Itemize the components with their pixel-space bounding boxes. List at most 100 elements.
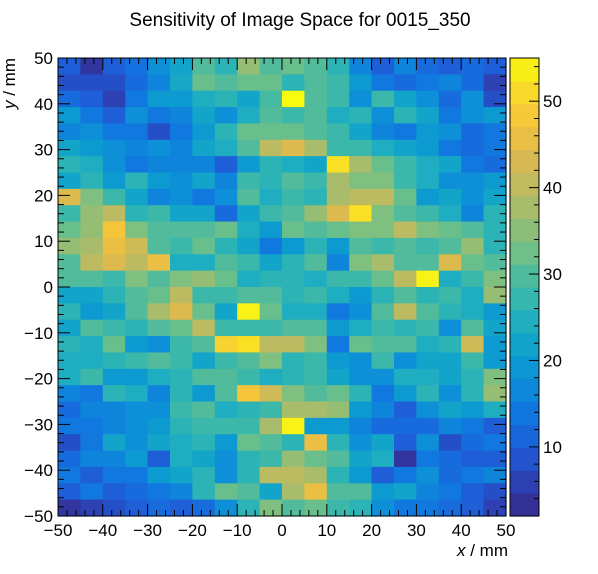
heatmap-cell bbox=[102, 450, 126, 468]
heatmap-cell bbox=[125, 319, 149, 337]
heatmap-cell bbox=[461, 107, 485, 125]
heatmap-cell bbox=[349, 123, 373, 141]
heatmap-cell bbox=[394, 401, 417, 419]
heatmap-cell bbox=[483, 352, 507, 370]
colorbar-band bbox=[510, 195, 539, 219]
heatmap-cell bbox=[371, 188, 395, 206]
heatmap-cell bbox=[147, 156, 171, 174]
heatmap-cell bbox=[394, 499, 417, 517]
heatmap-cell bbox=[394, 303, 417, 321]
heatmap-cell bbox=[461, 352, 485, 370]
heatmap-cell bbox=[58, 156, 81, 174]
heatmap-cell bbox=[214, 352, 238, 370]
heatmap-cell bbox=[192, 221, 216, 239]
heatmap-cell bbox=[461, 237, 485, 255]
colorbar bbox=[510, 58, 539, 517]
heatmap-cell bbox=[80, 270, 104, 288]
heatmap-cell bbox=[483, 237, 507, 255]
heatmap-cell bbox=[326, 254, 350, 272]
heatmap-cell bbox=[192, 107, 216, 125]
heatmap-cell bbox=[237, 270, 261, 288]
heatmap-cell bbox=[58, 107, 81, 125]
heatmap-cell bbox=[461, 156, 485, 174]
heatmap-cell bbox=[170, 107, 193, 125]
heatmap-cell bbox=[349, 319, 373, 337]
heatmap-cell bbox=[483, 499, 507, 517]
heatmap-cell bbox=[483, 188, 507, 206]
heatmap-cell bbox=[80, 107, 104, 125]
colorbar-band bbox=[510, 103, 539, 128]
heatmap-cell bbox=[371, 368, 395, 386]
heatmap-cell bbox=[326, 385, 350, 403]
heatmap-cell bbox=[125, 254, 149, 272]
heatmap-cell bbox=[349, 336, 373, 354]
heatmap-cell bbox=[282, 237, 305, 255]
colorbar-band bbox=[510, 264, 539, 288]
heatmap-cell bbox=[102, 237, 126, 255]
heatmap-cell bbox=[80, 237, 104, 255]
heatmap-cell bbox=[80, 123, 104, 141]
heatmap-cell bbox=[461, 368, 485, 386]
heatmap-cell bbox=[282, 123, 305, 141]
heatmap-cell bbox=[102, 319, 126, 337]
heatmap-cell bbox=[461, 123, 485, 141]
heatmap-cell bbox=[214, 58, 238, 75]
heatmap-cell bbox=[237, 139, 261, 157]
heatmap-cell bbox=[394, 385, 417, 403]
heatmap-cell bbox=[326, 499, 350, 517]
heatmap-cell bbox=[394, 368, 417, 386]
colorbar-band bbox=[510, 355, 539, 380]
heatmap-cell bbox=[304, 319, 328, 337]
heatmap-cell bbox=[214, 385, 238, 403]
heatmap-cell bbox=[461, 270, 485, 288]
heatmap-cell bbox=[461, 434, 485, 452]
heatmap-cell bbox=[394, 352, 417, 370]
colorbar-frame bbox=[509, 57, 540, 517]
heatmap-cell bbox=[416, 450, 440, 468]
heatmap-cell bbox=[237, 205, 261, 223]
heatmap-cell bbox=[483, 385, 507, 403]
heatmap-cell bbox=[416, 123, 440, 141]
heatmap-cell bbox=[237, 303, 261, 321]
y-tick-label: 30 bbox=[34, 141, 53, 160]
heatmap-cell bbox=[326, 74, 350, 92]
heatmap-cell bbox=[483, 401, 507, 419]
heatmap-cell bbox=[58, 401, 81, 419]
heatmap-cell bbox=[170, 270, 193, 288]
heatmap-cell bbox=[214, 172, 238, 190]
heatmap-cell bbox=[394, 483, 417, 501]
heatmap-cell bbox=[438, 450, 462, 468]
heatmap-cell bbox=[326, 483, 350, 501]
heatmap-cell bbox=[58, 499, 81, 517]
heatmap-cell bbox=[483, 58, 507, 75]
heatmap-cell bbox=[147, 466, 171, 484]
heatmap-cell bbox=[394, 139, 417, 157]
heatmap-cell bbox=[237, 385, 261, 403]
heatmap-cell bbox=[80, 188, 104, 206]
heatmap-cell bbox=[170, 188, 193, 206]
heatmap-cell bbox=[326, 352, 350, 370]
heatmap-cell bbox=[371, 336, 395, 354]
heatmap-cell bbox=[214, 123, 238, 141]
heatmap-cell bbox=[416, 221, 440, 239]
heatmap-cell bbox=[349, 90, 373, 108]
heatmap-cell bbox=[58, 336, 81, 354]
heatmap-cell bbox=[147, 107, 171, 125]
heatmap-cell bbox=[192, 319, 216, 337]
heatmap-cell bbox=[416, 287, 440, 304]
heatmap-cell bbox=[282, 352, 305, 370]
heatmap-cell bbox=[58, 188, 81, 206]
heatmap-cell bbox=[259, 74, 283, 92]
heatmap-cell bbox=[416, 499, 440, 517]
heatmap-cell bbox=[416, 205, 440, 223]
heatmap-cell bbox=[170, 156, 193, 174]
heatmap-cell bbox=[282, 319, 305, 337]
heatmap-cell bbox=[416, 237, 440, 255]
heatmap-cell bbox=[461, 90, 485, 108]
heatmap-cell bbox=[58, 221, 81, 239]
heatmap-cell bbox=[259, 466, 283, 484]
heatmap-cell bbox=[394, 58, 417, 75]
heatmap-cell bbox=[192, 156, 216, 174]
y-axis: −50 −40 −30 −20 −10 0 10 20 30 40 50 bbox=[24, 49, 506, 526]
heatmap-cell bbox=[394, 74, 417, 92]
